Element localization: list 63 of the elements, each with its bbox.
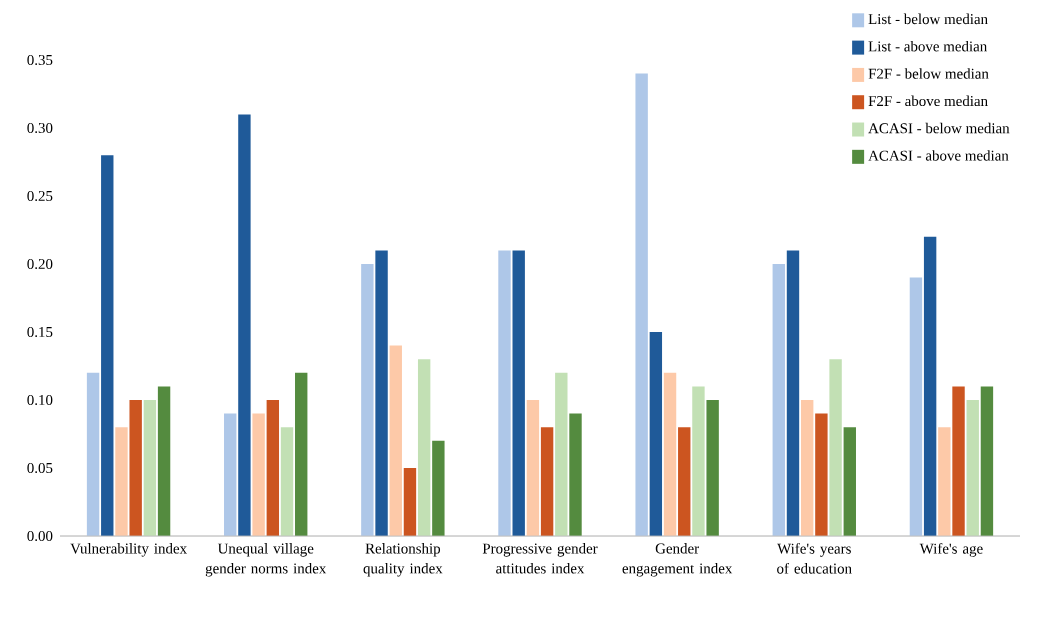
y-tick-label: 0.05 [27, 462, 53, 474]
x-tick-label: Relationship quality index [363, 543, 443, 577]
x-tick-label: Gender engagement index [622, 543, 733, 577]
legend-label: List - below median [868, 13, 988, 25]
bar [403, 468, 417, 536]
bar [526, 400, 540, 536]
bar [361, 264, 374, 536]
bar [815, 413, 828, 536]
legend-label: F2F - above median [868, 95, 988, 107]
bar [540, 427, 554, 536]
bar [266, 400, 280, 536]
bar [129, 400, 142, 536]
bar [649, 332, 663, 536]
bar [157, 386, 171, 536]
legend-label: List - above median [868, 40, 988, 52]
bar [569, 413, 582, 536]
bar [143, 400, 157, 536]
bar [432, 440, 445, 536]
legend-label: ACASI - above median [868, 150, 1009, 161]
bar [772, 264, 785, 536]
legend-label: ACASI - below median [868, 122, 1010, 134]
bar [498, 250, 511, 536]
bar [938, 427, 951, 536]
x-tick-label: Progressive gender attitudes index [482, 543, 598, 574]
bar [635, 73, 648, 536]
y-tick-label: 0.15 [27, 326, 53, 338]
bar [238, 114, 251, 536]
y-tick-label: 0.30 [27, 122, 53, 134]
bar [923, 236, 937, 536]
bar [224, 413, 237, 536]
bar [280, 427, 294, 536]
y-tick-label: 0.25 [27, 190, 53, 202]
bar [843, 427, 856, 536]
bar [115, 427, 128, 536]
bar [678, 427, 691, 536]
x-tick-label: Wife's years of education [777, 543, 852, 574]
bar [966, 400, 979, 536]
bar [663, 372, 677, 536]
y-tick-label: 0.10 [27, 394, 53, 406]
bar [952, 386, 965, 536]
bar [375, 250, 388, 536]
bar [909, 277, 923, 536]
bar [692, 386, 705, 536]
bar [417, 359, 431, 536]
bar [101, 155, 114, 536]
bar [86, 372, 100, 536]
y-tick-label: 0.35 [27, 54, 53, 66]
legend-label: F2F - below median [868, 68, 989, 79]
x-tick-label: Wife's age [919, 543, 983, 557]
bar [512, 250, 525, 536]
bar [829, 359, 842, 536]
x-tick-label: Unequal village gender norms index [205, 543, 327, 577]
bar [389, 345, 402, 536]
bar [980, 386, 994, 536]
bar [252, 413, 265, 536]
bar [800, 400, 814, 536]
bar [555, 372, 568, 536]
bar [786, 250, 800, 536]
bar [706, 400, 719, 536]
y-tick-label: 0.00 [27, 530, 53, 542]
x-tick-label: Vulnerability index [70, 543, 187, 557]
bar [295, 372, 308, 536]
y-tick-label: 0.20 [27, 258, 53, 270]
